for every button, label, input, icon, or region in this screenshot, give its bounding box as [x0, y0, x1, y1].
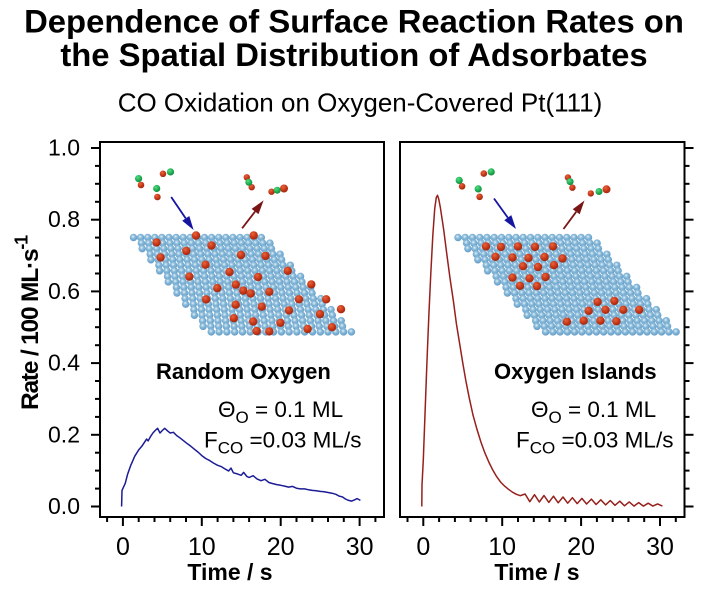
svg-text:Time / s: Time / s [494, 559, 579, 585]
svg-text:0.0: 0.0 [48, 493, 80, 519]
svg-text:the Spatial Distribution of Ad: the Spatial Distribution of Adsorbates [60, 36, 647, 73]
svg-text:Dependence of Surface Reaction: Dependence of Surface Reaction Rates on [24, 3, 684, 40]
svg-text:FCO =0.03 ML/s: FCO =0.03 ML/s [204, 428, 361, 458]
svg-text:FCO =0.03 ML/s: FCO =0.03 ML/s [516, 428, 673, 458]
svg-text:0.8: 0.8 [48, 206, 80, 232]
svg-text:Oxygen Islands: Oxygen Islands [494, 359, 657, 384]
svg-text:Random Oxygen: Random Oxygen [156, 359, 331, 384]
svg-text:0.4: 0.4 [48, 350, 80, 376]
svg-text:Time / s: Time / s [187, 559, 272, 585]
svg-text:20: 20 [567, 533, 595, 561]
svg-text:0: 0 [416, 533, 430, 561]
svg-text:10: 10 [188, 533, 216, 561]
svg-text:1.0: 1.0 [48, 135, 80, 161]
svg-text:30: 30 [346, 533, 374, 561]
svg-text:30: 30 [646, 533, 674, 561]
svg-text:0.2: 0.2 [48, 421, 80, 447]
svg-text:20: 20 [267, 533, 295, 561]
svg-text:Rate / 100 ML·s-1: Rate / 100 ML·s-1 [12, 235, 45, 410]
svg-text:0: 0 [116, 533, 130, 561]
svg-text:0.6: 0.6 [48, 278, 80, 304]
svg-text:CO Oxidation on Oxygen-Covered: CO Oxidation on Oxygen-Covered Pt(111) [118, 88, 603, 118]
svg-text:10: 10 [488, 533, 516, 561]
svg-text:ΘO = 0.1 ML: ΘO = 0.1 ML [218, 397, 343, 427]
svg-text:ΘO = 0.1 ML: ΘO = 0.1 ML [531, 397, 656, 427]
